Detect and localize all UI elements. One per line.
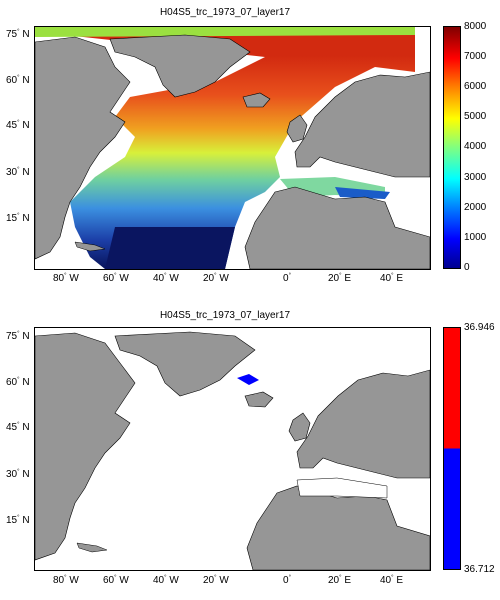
cbar1-label-6000: 6000: [464, 81, 487, 92]
land-caribbean: [74, 241, 106, 252]
lat2-tick-45: 45° N: [6, 422, 30, 433]
cbar1-label-3000: 3000: [464, 172, 487, 183]
lon2-tick-40w: 40° W: [153, 575, 179, 586]
lon2-tick-40e: 40° E: [380, 575, 403, 586]
lat2-tick-60: 60° N: [6, 377, 30, 388]
panel-2-title: H04S5_trc_1973_07_layer17: [159, 310, 291, 321]
lat-tick-30: 30° N: [6, 167, 30, 178]
land-europe-2: [296, 369, 430, 479]
lon2-tick-20e: 20° E: [328, 575, 351, 586]
lat-tick-15: 15° N: [6, 213, 30, 224]
lon-tick-40w: 40° W: [153, 273, 179, 284]
lat2-tick-30: 30° N: [6, 469, 30, 480]
cbar1-label-5000: 5000: [464, 111, 487, 122]
lon-tick-40e: 40° E: [380, 273, 403, 284]
land-greenland-2: [114, 331, 256, 397]
cbar1-label-8000: 8000: [464, 21, 487, 32]
land-north-america-2: [35, 332, 136, 561]
land-africa: [244, 186, 430, 269]
land-north-america: [35, 36, 131, 260]
land-iceland: [242, 92, 271, 108]
cbar2-label-max: 36.946: [464, 322, 495, 333]
panel-1-title: H04S5_trc_1973_07_layer17: [159, 7, 291, 18]
tracer-east-med: [335, 187, 390, 199]
cbar2-label-min: 36.712: [464, 564, 495, 575]
panel-2-map-svg: [35, 331, 430, 570]
mediterranean-2: [296, 477, 388, 499]
panel-1-colorbar: [443, 26, 461, 269]
land-europe: [294, 71, 430, 178]
land-caribbean-2: [76, 542, 108, 553]
lon-tick-20w: 20° W: [203, 273, 229, 284]
lon2-tick-60w: 60° W: [103, 575, 129, 586]
lon-tick-60w: 60° W: [103, 273, 129, 284]
panel-2-map: [34, 327, 431, 571]
tracer-arctic-strip: [35, 27, 415, 37]
panel-2-colorbar: [443, 327, 461, 570]
cbar1-label-7000: 7000: [464, 51, 487, 62]
panel-1-map: [34, 26, 431, 270]
cbar1-label-0: 0: [464, 262, 470, 273]
cbar1-label-4000: 4000: [464, 141, 487, 152]
land-british-isles: [286, 114, 308, 143]
tracer-blue-patch: [237, 374, 259, 385]
lat2-tick-75: 75° N: [6, 331, 30, 342]
lon2-tick-20w: 20° W: [203, 575, 229, 586]
cbar1-label-1000: 1000: [464, 232, 487, 243]
land-greenland: [109, 34, 251, 98]
lon-tick-80w: 80° W: [53, 273, 79, 284]
panel-1-map-svg: [35, 27, 430, 269]
lon2-tick-80w: 80° W: [53, 575, 79, 586]
lat-tick-75: 75° N: [6, 29, 30, 40]
lon-tick-20e: 20° E: [328, 273, 351, 284]
lat2-tick-15: 15° N: [6, 515, 30, 526]
land-africa-2: [246, 485, 430, 570]
lon2-tick-0: 0°: [283, 575, 291, 586]
lon-tick-0: 0°: [283, 273, 291, 284]
lat-tick-45: 45° N: [6, 120, 30, 131]
tracer-field: [65, 27, 415, 269]
land-iceland-2: [244, 391, 274, 408]
land-british-isles-2: [288, 412, 311, 442]
cbar1-label-2000: 2000: [464, 202, 487, 213]
lat-tick-60: 60° N: [6, 75, 30, 86]
tracer-deep-south: [105, 227, 235, 269]
